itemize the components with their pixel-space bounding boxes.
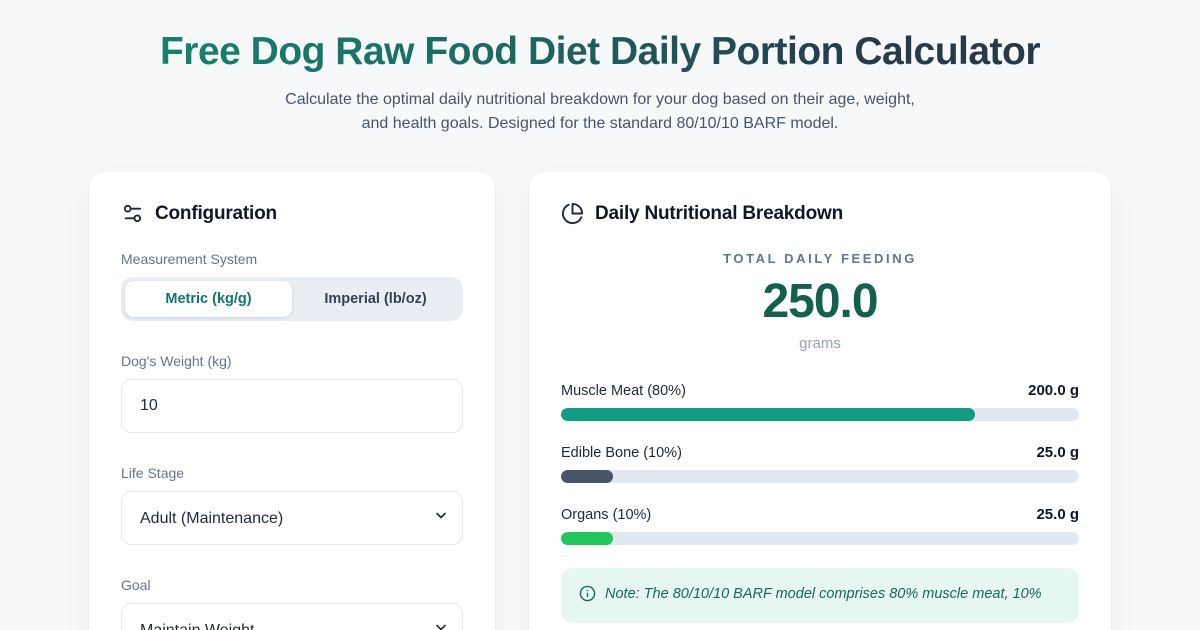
page-subtitle: Calculate the optimal daily nutritional … — [285, 91, 915, 132]
configuration-header: Configuration — [121, 202, 463, 225]
goal-group: Goal Maintain Weight — [121, 577, 463, 630]
total-feeding-block: TOTAL DAILY FEEDING 250.0 grams — [561, 251, 1079, 352]
total-feeding-unit: grams — [799, 335, 841, 352]
barf-note: Note: The 80/10/10 BARF model comprises … — [561, 568, 1079, 623]
page-header: Free Dog Raw Food Diet Daily Portion Cal… — [0, 0, 1200, 136]
organs-label: Organs (10%) — [561, 507, 652, 523]
organs-bar-fill — [561, 532, 613, 545]
weight-group: Dog's Weight (kg) — [121, 353, 463, 433]
page-title: Free Dog Raw Food Diet Daily Portion Cal… — [159, 30, 1041, 73]
edible-bone-bar-track — [561, 470, 1079, 483]
muscle-meat-value: 200.0 g — [1028, 382, 1079, 399]
metric-toggle-button[interactable]: Metric (kg/g) — [125, 281, 292, 317]
muscle-meat-row: Muscle Meat (80%) 200.0 g — [561, 382, 1079, 421]
measurement-system-group: Measurement System Metric (kg/g) Imperia… — [121, 251, 463, 321]
configuration-title: Configuration — [155, 202, 277, 224]
edible-bone-bar-fill — [561, 470, 613, 483]
barf-note-text: Note: The 80/10/10 BARF model comprises … — [605, 586, 1042, 602]
total-feeding-value: 250.0 — [762, 275, 878, 328]
edible-bone-label: Edible Bone (10%) — [561, 445, 682, 461]
muscle-meat-bar-track — [561, 408, 1079, 421]
pie-chart-icon — [561, 202, 584, 225]
life-stage-label: Life Stage — [121, 465, 185, 481]
goal-label: Goal — [121, 577, 151, 593]
edible-bone-row: Edible Bone (10%) 25.0 g — [561, 444, 1079, 483]
muscle-meat-bar-fill — [561, 408, 976, 421]
imperial-toggle-button[interactable]: Imperial (lb/oz) — [292, 281, 459, 317]
life-stage-select[interactable]: Adult (Maintenance) — [121, 491, 463, 545]
results-card: Daily Nutritional Breakdown TOTAL DAILY … — [529, 172, 1111, 630]
cards-row: Configuration Measurement System Metric … — [89, 172, 1111, 630]
goal-select[interactable]: Maintain Weight — [121, 603, 463, 630]
unit-toggle: Metric (kg/g) Imperial (lb/oz) — [121, 277, 463, 321]
settings-sliders-icon — [121, 202, 144, 225]
organs-value: 25.0 g — [1036, 506, 1079, 523]
organs-bar-track — [561, 532, 1079, 545]
organs-row: Organs (10%) 25.0 g — [561, 506, 1079, 545]
total-feeding-label: TOTAL DAILY FEEDING — [723, 251, 917, 266]
configuration-card: Configuration Measurement System Metric … — [89, 172, 495, 630]
measurement-system-label: Measurement System — [121, 251, 258, 267]
muscle-meat-label: Muscle Meat (80%) — [561, 383, 686, 399]
results-title: Daily Nutritional Breakdown — [595, 202, 843, 224]
weight-input[interactable] — [121, 379, 463, 433]
edible-bone-value: 25.0 g — [1036, 444, 1079, 461]
weight-label: Dog's Weight (kg) — [121, 353, 232, 369]
info-icon — [579, 584, 596, 607]
life-stage-group: Life Stage Adult (Maintenance) — [121, 465, 463, 545]
results-header: Daily Nutritional Breakdown — [561, 202, 1079, 225]
